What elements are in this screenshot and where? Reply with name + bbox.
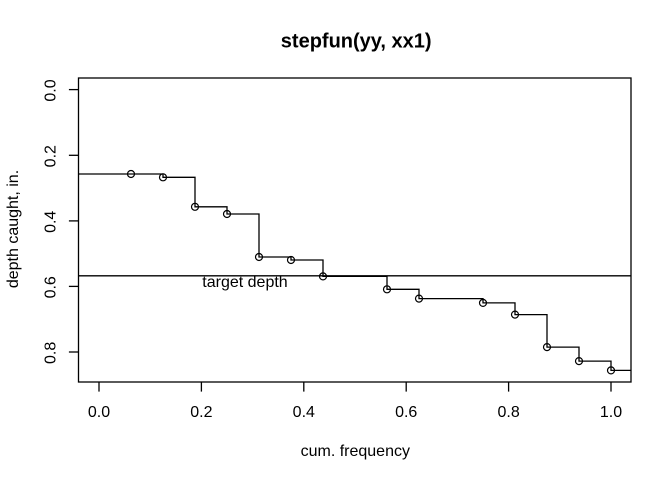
svg-text:0.4: 0.4 (293, 404, 315, 421)
svg-text:0.8: 0.8 (497, 404, 519, 421)
svg-text:stepfun(yy, xx1): stepfun(yy, xx1) (281, 31, 432, 53)
svg-text:0.2: 0.2 (43, 145, 60, 167)
svg-text:0.8: 0.8 (43, 342, 60, 364)
svg-text:1.0: 1.0 (600, 404, 622, 421)
svg-text:0.6: 0.6 (43, 276, 60, 298)
svg-text:depth caught, in.: depth caught, in. (5, 170, 22, 288)
svg-text:cum. frequency: cum. frequency (301, 443, 410, 460)
svg-text:0.6: 0.6 (395, 404, 417, 421)
svg-text:0.2: 0.2 (190, 404, 212, 421)
svg-text:0.0: 0.0 (43, 79, 60, 101)
svg-text:target depth: target depth (202, 274, 287, 291)
svg-text:0.4: 0.4 (43, 211, 60, 233)
svg-text:0.0: 0.0 (88, 404, 110, 421)
